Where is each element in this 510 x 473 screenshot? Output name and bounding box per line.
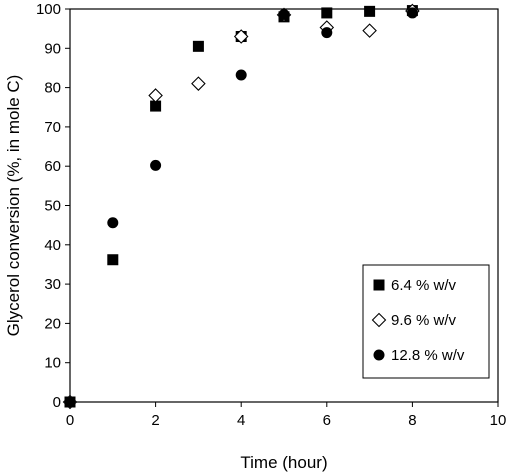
x-tick-label: 4 xyxy=(237,412,245,429)
x-tick-label: 8 xyxy=(408,412,416,429)
series-9-6-point xyxy=(362,23,377,38)
series-6-4-point xyxy=(107,254,119,266)
y-tick-label: 70 xyxy=(44,119,61,136)
series-12-8-point xyxy=(64,396,76,408)
x-tick-label: 6 xyxy=(323,412,331,429)
y-tick-label: 40 xyxy=(44,237,61,254)
series-12-8-point xyxy=(278,9,290,21)
series-6-4-point xyxy=(150,100,162,112)
y-tick-label: 60 xyxy=(44,158,61,175)
series-12-8-point xyxy=(150,159,162,171)
series-9-6-point xyxy=(191,76,206,91)
legend-label: 6.4 % w/v xyxy=(391,277,457,294)
series-12-8-point xyxy=(107,217,119,229)
y-tick-label: 30 xyxy=(44,276,61,293)
series-9-6-point xyxy=(233,29,249,44)
legend-label: 9.6 % w/v xyxy=(391,312,457,329)
series-12-8-point xyxy=(235,69,247,81)
y-tick-label: 20 xyxy=(44,315,61,332)
series-6-4-point xyxy=(364,5,376,17)
x-tick-label: 2 xyxy=(151,412,159,429)
series-3 xyxy=(64,7,418,408)
legend: 6.4 % w/v 9.6 % w/v 12.8 % w/v xyxy=(362,264,490,379)
y-tick-label: 80 xyxy=(44,80,61,97)
y-tick-label: 100 xyxy=(36,1,61,18)
x-axis-ticks: 0 2 4 6 8 10 xyxy=(66,402,507,429)
y-tick-label: 90 xyxy=(44,40,61,57)
y-tick-label: 50 xyxy=(44,198,61,215)
series-6-4-point xyxy=(321,7,333,19)
y-tick-label: 10 xyxy=(44,355,61,372)
series-9-6-point xyxy=(148,88,163,103)
series-12-8-point xyxy=(406,7,418,19)
x-tick-label: 0 xyxy=(66,412,74,429)
legend-marker xyxy=(373,349,385,361)
y-tick-label: 0 xyxy=(53,394,61,411)
y-axis-title: Glycerol conversion (%, in mole C) xyxy=(4,75,23,337)
x-axis-title: Time (hour) xyxy=(240,453,327,472)
y-axis-ticks: 0 10 20 30 40 50 60 70 80 90 100 xyxy=(36,1,70,411)
x-tick-label: 10 xyxy=(490,412,507,429)
legend-marker xyxy=(371,312,387,328)
legend-marker xyxy=(373,279,385,291)
data-points xyxy=(62,3,420,410)
legend-label: 12.8 % w/v xyxy=(391,347,465,364)
series-6-4-point xyxy=(192,40,204,52)
series-12-8-point xyxy=(321,27,333,39)
